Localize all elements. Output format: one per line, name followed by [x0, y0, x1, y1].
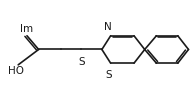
- Text: N: N: [104, 23, 112, 33]
- Text: S: S: [105, 70, 112, 80]
- Text: Im: Im: [20, 24, 34, 34]
- Text: S: S: [78, 57, 85, 67]
- Text: HO: HO: [8, 66, 24, 76]
